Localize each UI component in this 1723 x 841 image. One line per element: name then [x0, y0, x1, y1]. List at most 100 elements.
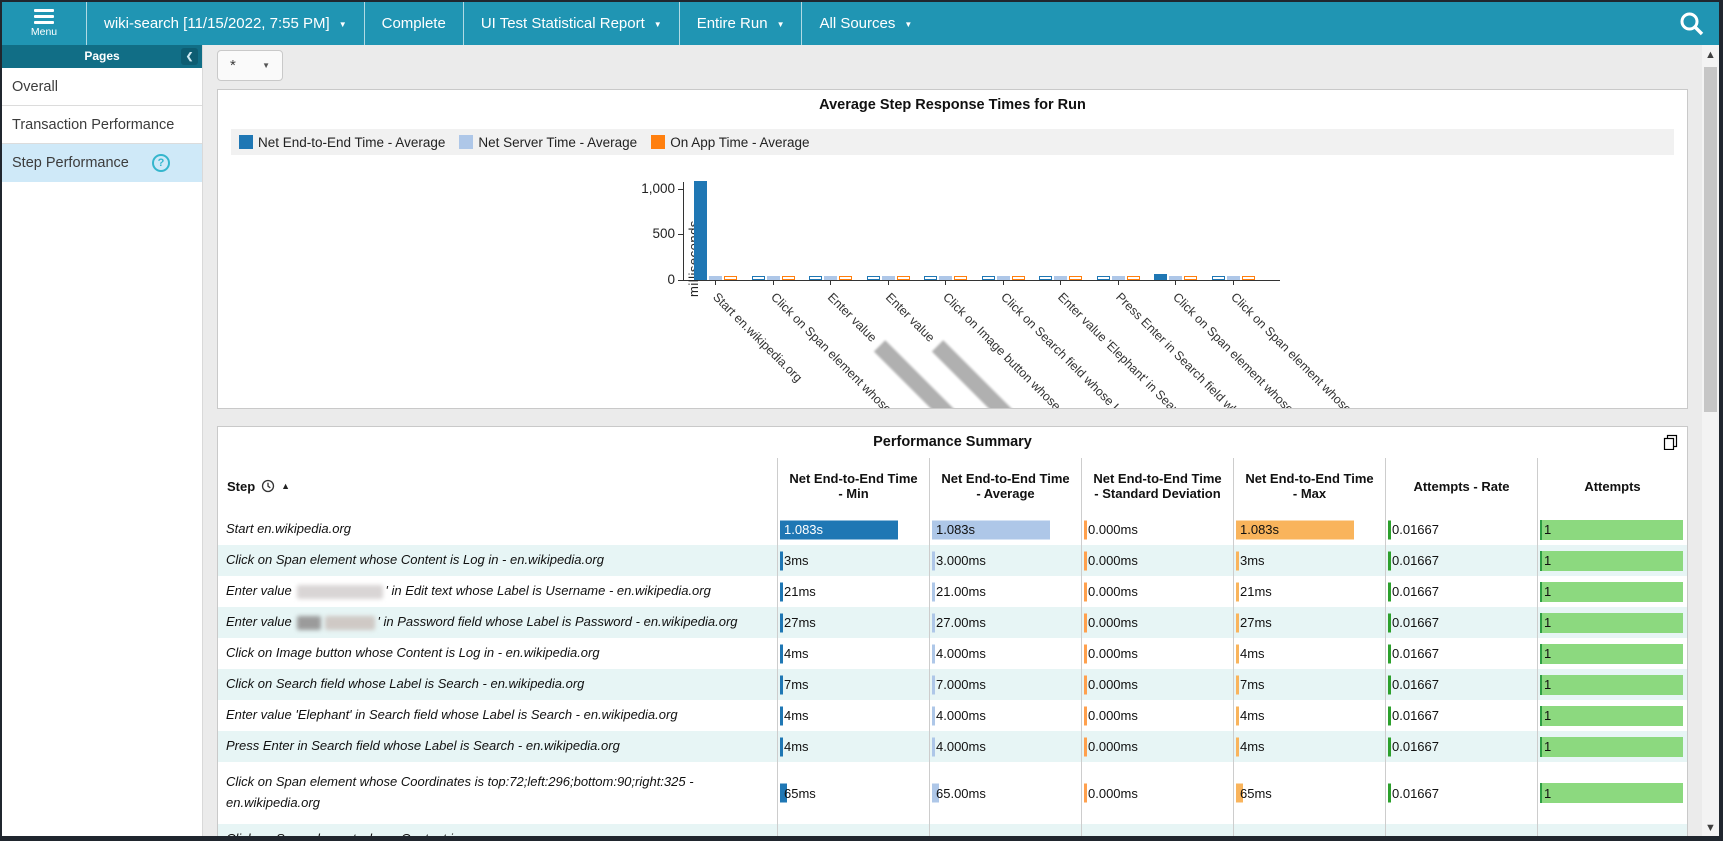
y-tick-mark	[678, 234, 683, 236]
sidebar-item-transaction-performance[interactable]: Transaction Performance	[2, 106, 202, 144]
column-header-6[interactable]: Attempts	[1537, 458, 1687, 514]
redacted-text-block	[325, 615, 376, 630]
max-cell-bar	[1236, 520, 1354, 539]
legend-item-1: Net Server Time - Average	[459, 135, 637, 150]
column-header-3[interactable]: Net End-to-End Time - Standard Deviation	[1081, 458, 1233, 514]
avg-cell-value: 4.000ms	[936, 708, 986, 723]
help-icon[interactable]: ?	[152, 153, 170, 172]
rate-cell-bar	[1388, 644, 1391, 663]
chevron-down-icon: ▼	[776, 20, 785, 29]
std-cell-bar	[1084, 737, 1087, 756]
x-tick-mark	[1060, 281, 1061, 285]
search-button[interactable]	[1664, 2, 1719, 45]
std-cell-value: 0.000ms	[1088, 739, 1138, 754]
chart-bar-s2-g7	[1126, 276, 1140, 280]
toolbar-item-0[interactable]: wiki-search [11/15/2022, 7:55 PM] ▼	[87, 2, 364, 45]
sidebar-item-label: Overall	[12, 78, 58, 95]
toolbar-item-1[interactable]: Complete	[365, 2, 463, 45]
table-row[interactable]: Start en.wikipedia.org 1.083s 1.083s 0.000m…	[218, 514, 1687, 545]
table-row[interactable]: Enter value ' in Password field whose La…	[218, 607, 1687, 638]
table-row[interactable]: Click on Span element whose Coordinates …	[218, 762, 1687, 824]
y-axis-line	[683, 182, 684, 281]
filter-dropdown[interactable]: * ▼	[217, 50, 283, 81]
column-header-5[interactable]: Attempts - Rate	[1385, 458, 1537, 514]
table-row[interactable]: Click on Span element whose Content is L…	[218, 545, 1687, 576]
chart-bar-s1-g5	[996, 276, 1010, 280]
step-cell: Start en.wikipedia.org	[218, 514, 777, 545]
x-tick-label-text: Click on Span element whose Coordinates …	[1170, 290, 1564, 408]
rate-cell-bar	[1388, 783, 1391, 803]
toolbar-item-3[interactable]: Entire Run ▼	[680, 2, 802, 45]
chart-bar-s1-g1	[766, 276, 780, 280]
rate-cell: 0.01667	[1385, 731, 1537, 762]
column-header-4[interactable]: Net End-to-End Time - Max	[1233, 458, 1385, 514]
avg-cell-bar	[932, 644, 935, 663]
std-cell-bar	[1084, 551, 1087, 570]
chart-bar-s2-g1	[781, 276, 795, 280]
avg-cell	[929, 824, 1081, 836]
max-cell: 21ms	[1233, 576, 1385, 607]
toolbar-item-2[interactable]: UI Test Statistical Report ▼	[464, 2, 679, 45]
rate-cell-value: 0.01667	[1392, 677, 1439, 692]
chart-bar-s2-g0	[724, 276, 737, 280]
chart-bar-s0-g4	[924, 276, 937, 280]
sidebar-item-step-performance[interactable]: Step Performance?	[2, 144, 202, 182]
attempts-bar	[1540, 643, 1683, 664]
toolbar-separator	[678, 2, 680, 45]
menu-button[interactable]: Menu	[2, 2, 86, 45]
vertical-scrollbar[interactable]: ▲ ▼	[1702, 45, 1719, 836]
max-cell-value: 1.083s	[1240, 522, 1280, 537]
step-text: Click on Span element whose Content is .…	[226, 829, 474, 836]
chart-bar-s0-g0	[694, 180, 707, 280]
attempts-cell: 1	[1537, 762, 1687, 824]
table-row[interactable]: Click on Image button whose Content is L…	[218, 638, 1687, 669]
min-cell: 4ms	[777, 700, 929, 731]
chevron-down-icon: ▼	[904, 20, 913, 29]
attempts-cell: 1	[1537, 731, 1687, 762]
max-cell: 4ms	[1233, 638, 1385, 669]
step-text: Press Enter in Search field whose Label …	[226, 738, 620, 754]
std-cell: 0.000ms	[1081, 731, 1233, 762]
column-header-label: Net End-to-End Time - Standard Deviation	[1093, 471, 1222, 501]
sidebar-item-label: Step Performance	[12, 154, 129, 171]
table-row[interactable]: Enter value 'Elephant' in Search field w…	[218, 700, 1687, 731]
sidebar-collapse-button[interactable]: ❮	[181, 48, 198, 65]
rate-cell-value: 0.01667	[1392, 584, 1439, 599]
avg-cell: 4.000ms	[929, 700, 1081, 731]
max-cell-bar	[1236, 737, 1239, 756]
table-row[interactable]: Click on Search field whose Label is Sea…	[218, 669, 1687, 700]
column-header-1[interactable]: Net End-to-End Time - Min	[777, 458, 929, 514]
copy-icon[interactable]	[1663, 434, 1679, 455]
sidebar-item-overall[interactable]: Overall	[2, 68, 202, 106]
chart-bar-s2-g8	[1184, 276, 1197, 280]
step-cell: Enter value 'Elephant' in Search field w…	[218, 700, 777, 731]
rate-cell: 0.01667	[1385, 762, 1537, 824]
x-tick-mark	[945, 281, 946, 285]
max-cell-value: 4ms	[1240, 708, 1265, 723]
scroll-down-icon[interactable]: ▼	[1705, 822, 1716, 834]
column-header-0[interactable]: Step ▲	[218, 458, 777, 514]
rate-cell-value: 0.01667	[1392, 785, 1439, 801]
min-cell-value: 1.083s	[784, 522, 824, 537]
avg-cell-bar	[932, 737, 935, 756]
step-cell: Enter value ' in Password field whose La…	[218, 607, 777, 638]
scrollbar-thumb[interactable]	[1704, 67, 1717, 412]
std-cell-value: 0.000ms	[1088, 646, 1138, 661]
table-row[interactable]: Press Enter in Search field whose Label …	[218, 731, 1687, 762]
attempts-cell: 1	[1537, 545, 1687, 576]
std-cell-bar	[1084, 675, 1087, 694]
chart-bar-s2-g6	[1069, 276, 1082, 280]
min-cell-value: 65ms	[784, 785, 816, 801]
min-cell: 4ms	[777, 638, 929, 669]
legend-swatch	[651, 135, 666, 149]
max-cell-value: 7ms	[1240, 677, 1265, 692]
scroll-up-icon[interactable]: ▲	[1705, 49, 1716, 61]
rate-cell-bar	[1388, 675, 1391, 694]
table-title: Performance Summary	[873, 434, 1032, 450]
max-cell-value: 27ms	[1240, 615, 1272, 630]
column-header-label: Net End-to-End Time - Average	[941, 471, 1070, 501]
toolbar-item-4[interactable]: All Sources ▼	[802, 2, 929, 45]
table-row[interactable]: Click on Span element whose Content is .…	[218, 824, 1687, 836]
table-row[interactable]: Enter value ' in Edit text whose Label i…	[218, 576, 1687, 607]
column-header-2[interactable]: Net End-to-End Time - Average	[929, 458, 1081, 514]
